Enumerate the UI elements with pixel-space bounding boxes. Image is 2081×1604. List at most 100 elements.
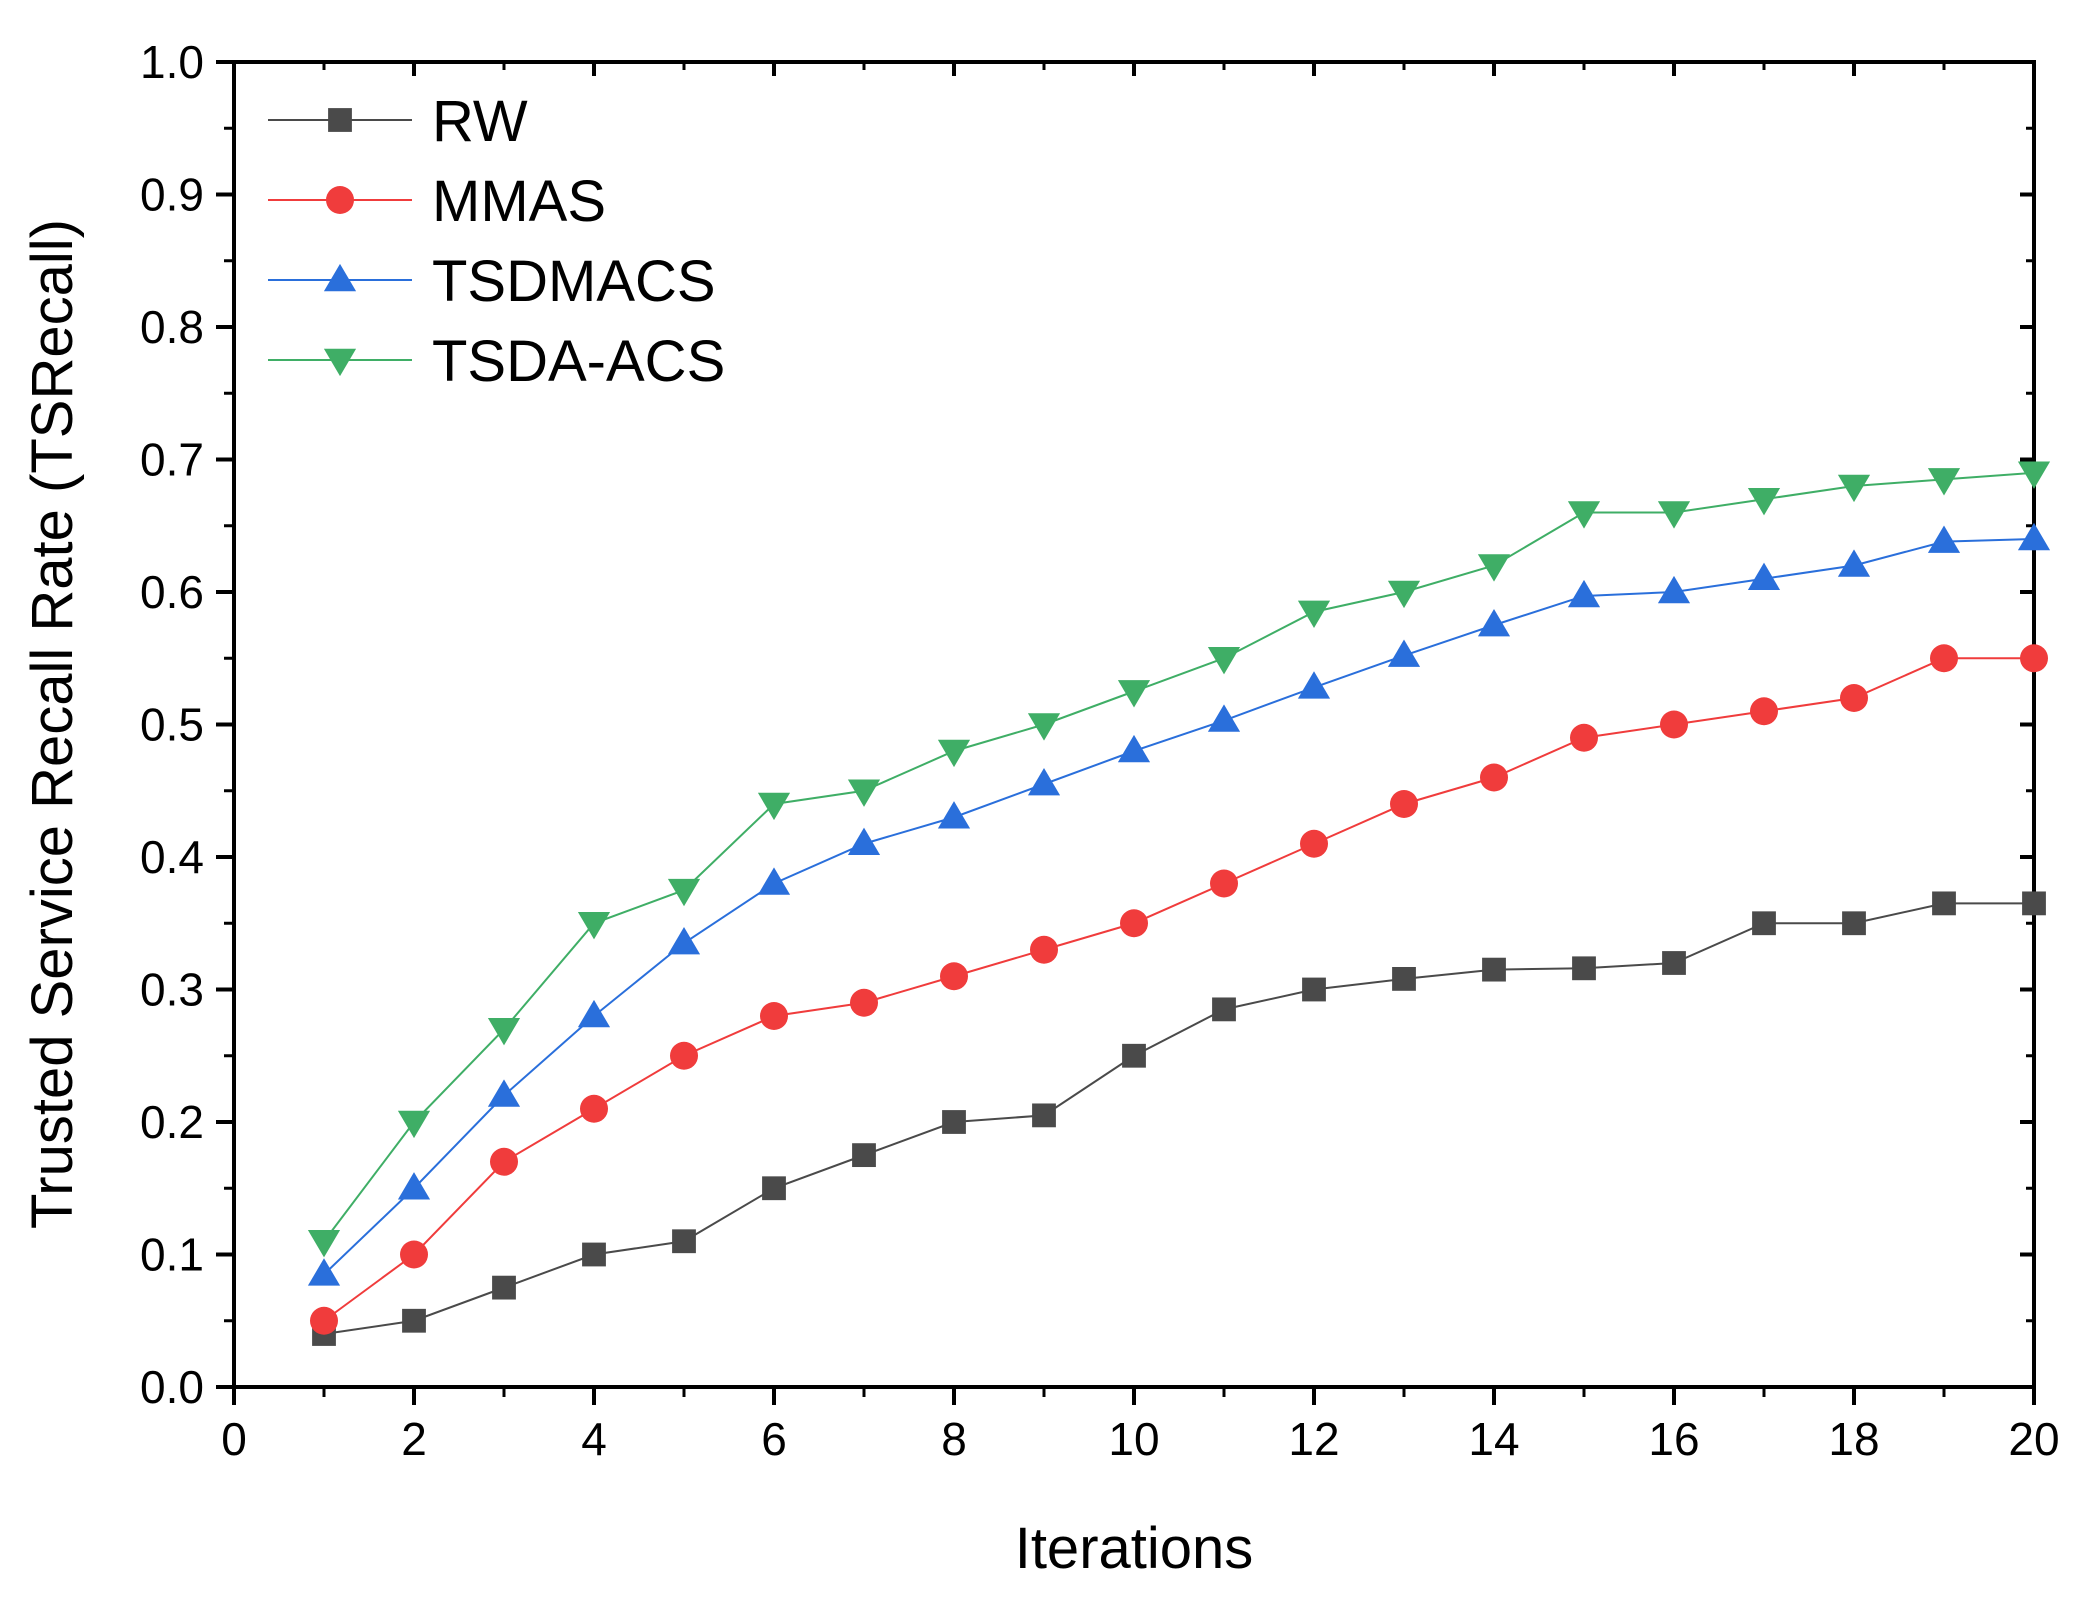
data-point-mmas (1660, 710, 1688, 739)
data-point-mmas (490, 1147, 518, 1176)
data-point-tsda-acs (667, 878, 701, 907)
data-point-tsdmacs (1027, 768, 1061, 796)
data-point-tsdmacs (487, 1079, 521, 1107)
legend-marker (326, 186, 354, 214)
data-point-tsdmacs (757, 867, 791, 895)
data-point-rw (942, 1110, 966, 1134)
x-tick-label: 0 (221, 1413, 247, 1465)
y-tick-label: 0.8 (140, 301, 204, 353)
x-tick-label: 2 (401, 1413, 427, 1465)
series-line-tsdmacs (323, 538, 2035, 1276)
data-point-rw (582, 1242, 606, 1267)
data-point-tsda-acs (1927, 468, 1961, 496)
data-point-tsda-acs (847, 779, 881, 807)
y-tick-label: 0.5 (140, 699, 204, 751)
data-point-tsdmacs (1207, 704, 1241, 732)
y-tick-label: 0.2 (140, 1096, 204, 1148)
data-point-rw (2022, 891, 2046, 916)
data-point-tsda-acs (1477, 554, 1511, 582)
data-point-mmas (1030, 935, 1058, 964)
data-point-tsda-acs (307, 1229, 341, 1258)
legend-label: TSDA-ACS (432, 329, 725, 394)
data-point-rw (1032, 1103, 1056, 1128)
data-point-rw (1122, 1043, 1146, 1068)
data-point-rw (672, 1229, 696, 1254)
data-point-tsdmacs (1477, 609, 1511, 637)
x-tick-label: 8 (941, 1413, 967, 1465)
data-point-tsda-acs (1207, 646, 1241, 675)
data-point-tsdmacs (577, 999, 611, 1028)
data-point-rw (492, 1275, 516, 1300)
x-tick-label: 6 (761, 1413, 787, 1465)
y-tick-label: 0.7 (140, 434, 204, 486)
data-point-rw (762, 1176, 786, 1201)
data-point-mmas (670, 1041, 698, 1070)
x-tick-label: 16 (1648, 1413, 1699, 1465)
x-tick-label: 4 (581, 1413, 607, 1465)
data-point-rw (1842, 911, 1866, 936)
x-tick-label: 18 (1828, 1413, 1879, 1465)
data-point-rw (852, 1143, 876, 1168)
series-tsdmacs (307, 522, 2051, 1286)
x-tick-label: 14 (1468, 1413, 1519, 1465)
y-tick-label: 0.9 (140, 169, 204, 221)
series-mmas (310, 644, 2048, 1335)
legend-label: MMAS (432, 169, 606, 234)
series-line-mmas (323, 657, 2034, 1322)
legend-marker (328, 108, 352, 132)
data-point-mmas (940, 962, 968, 991)
data-point-mmas (1210, 869, 1238, 898)
data-point-tsdmacs (397, 1172, 431, 1200)
data-point-mmas (2020, 644, 2048, 673)
legend-marker (323, 348, 357, 377)
data-point-rw (1932, 891, 1956, 916)
data-point-tsda-acs (1297, 600, 1331, 628)
data-point-rw (1752, 911, 1776, 936)
data-point-tsda-acs (1837, 474, 1871, 503)
data-point-mmas (1300, 829, 1328, 858)
legend-marker (323, 263, 357, 292)
data-point-mmas (850, 988, 878, 1017)
data-point-tsdmacs (1657, 575, 1691, 604)
data-point-mmas (1570, 723, 1598, 752)
data-point-tsdmacs (1837, 549, 1871, 577)
legend-label: TSDMACS (432, 249, 716, 314)
data-point-tsda-acs (1027, 713, 1061, 741)
data-point-mmas (310, 1306, 338, 1335)
data-point-tsdmacs (937, 801, 971, 829)
data-point-rw (1392, 967, 1416, 991)
series-rw (312, 891, 2046, 1346)
x-axis: 0 2 4 6 8 10 12 14 16 18 20 (221, 62, 2060, 1465)
data-point-tsdmacs (1927, 525, 1961, 553)
y-tick-label: 0.4 (140, 831, 204, 883)
data-point-rw (1482, 957, 1506, 982)
data-point-tsdmacs (1567, 579, 1601, 608)
legend-label: RW (432, 89, 528, 154)
legend-item-mmas: MMAS (268, 169, 606, 234)
data-point-mmas (580, 1094, 608, 1123)
data-point-mmas (1930, 644, 1958, 673)
data-point-tsda-acs (937, 739, 971, 768)
y-tick-label: 0.3 (140, 964, 204, 1016)
data-point-tsdmacs (1387, 639, 1421, 667)
legend: RW MMAS TSDMACS TSDA-ACS (268, 89, 725, 394)
x-axis-title: Iterations (1015, 1516, 1254, 1581)
series-line-rw (323, 902, 2034, 1335)
x-tick-label: 10 (1108, 1413, 1159, 1465)
series-tsda-acs (307, 461, 2051, 1258)
data-point-mmas (760, 1002, 788, 1030)
data-point-tsda-acs (1747, 487, 1781, 516)
data-point-tsda-acs (2017, 461, 2051, 489)
data-point-tsdmacs (307, 1258, 341, 1286)
data-point-mmas (1120, 909, 1148, 938)
data-point-tsda-acs (1657, 501, 1691, 529)
y-tick-label: 0.6 (140, 566, 204, 618)
y-axis-title: Trusted Service Recall Rate (TSRecall) (20, 219, 85, 1229)
data-point-rw (1212, 997, 1236, 1022)
data-point-tsdmacs (2017, 522, 2051, 551)
data-point-rw (1302, 977, 1326, 1002)
y-axis: 0.0 0.1 0.2 0.3 0.4 0.5 0.6 0.7 0.8 0.9 1.0 (140, 36, 2034, 1413)
data-point-tsdmacs (847, 827, 881, 856)
data-point-mmas (1480, 763, 1508, 792)
